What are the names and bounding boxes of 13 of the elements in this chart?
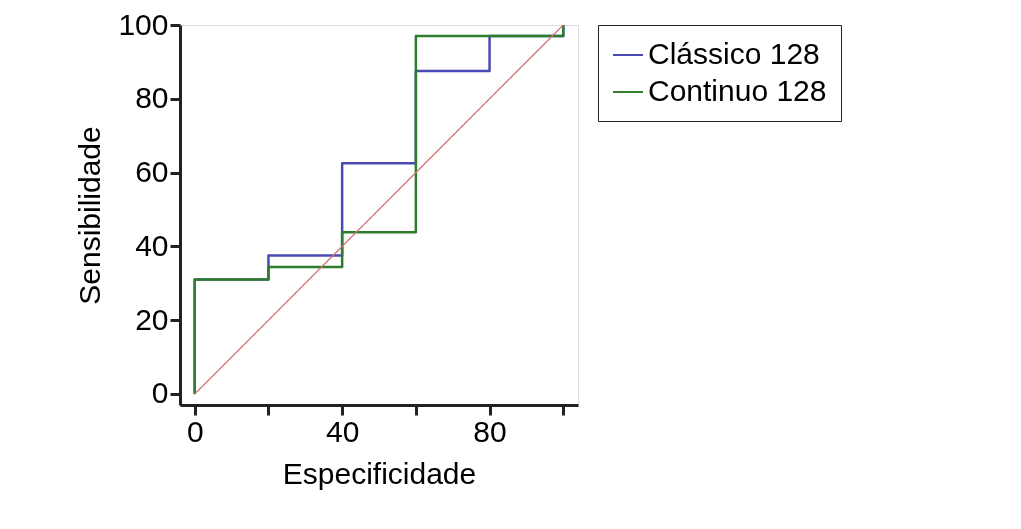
y-axis-title: Sensibilidade	[73, 126, 107, 305]
x-axis-title: Especificidade	[282, 456, 477, 490]
y-tick-label: 60	[135, 155, 169, 189]
y-tick-label: 20	[135, 302, 169, 336]
y-tick-label: 100	[118, 7, 169, 41]
x-tick-label: 80	[473, 414, 507, 448]
legend-label: Clássico 128	[648, 37, 820, 70]
x-tick-label: 40	[325, 414, 360, 448]
y-tick-label: 40	[135, 228, 169, 262]
y-tick-label: 0	[151, 376, 169, 410]
x-tick-label: 0	[186, 414, 204, 448]
y-tick-label: 80	[135, 81, 169, 115]
legend-label: Continuo 128	[648, 74, 827, 107]
